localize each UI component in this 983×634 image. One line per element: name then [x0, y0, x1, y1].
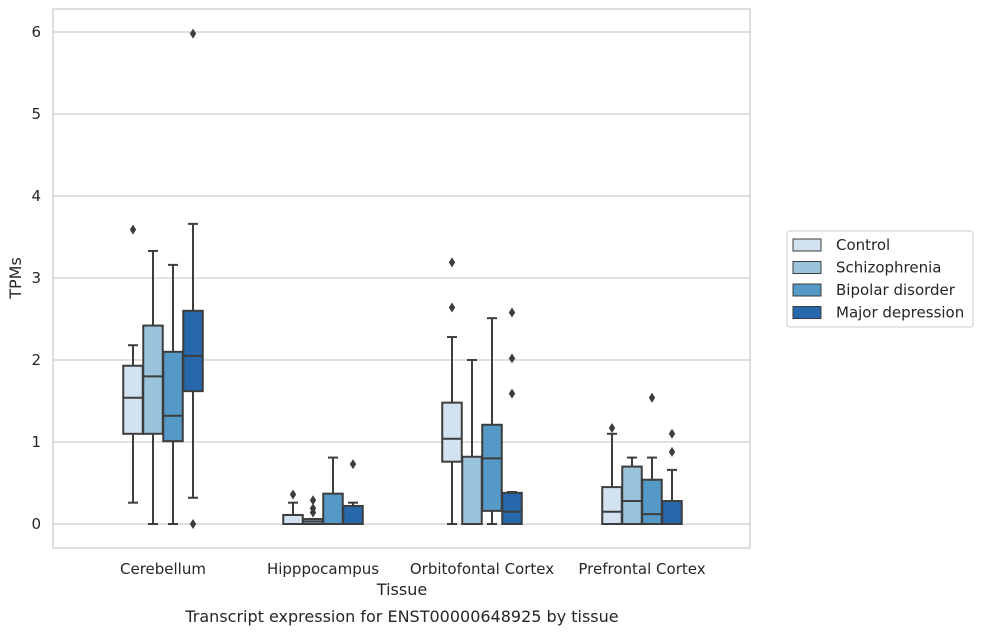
box — [441, 401, 463, 463]
legend-label: Bipolar disorder — [836, 281, 956, 299]
legend-frame — [786, 230, 974, 328]
x-tick-label: Prefrontal Cortex — [578, 560, 705, 578]
x-tick-label: Orbitofontal Cortex — [410, 560, 554, 578]
box-group — [501, 307, 523, 525]
box-group — [282, 489, 304, 525]
outlier-point — [648, 392, 656, 403]
box — [461, 455, 483, 526]
y-tick-label: 3 — [31, 269, 41, 287]
outlier-point — [309, 495, 317, 506]
box-group — [162, 263, 184, 525]
box — [641, 478, 663, 525]
box — [661, 500, 683, 526]
legend-label: Major depression — [836, 304, 964, 322]
y-tick-label: 0 — [31, 515, 41, 533]
box — [162, 350, 184, 443]
y-tick-label: 1 — [31, 433, 41, 451]
y-tick-label: 2 — [31, 351, 41, 369]
outlier-point — [289, 489, 297, 500]
outlier-point — [309, 503, 317, 514]
box — [182, 309, 204, 393]
x-tick-labels: Cerebellum Hipppocampus Orbitofontal Corte… — [120, 560, 706, 578]
x-tick-label: Cerebellum — [120, 560, 206, 578]
box — [342, 504, 364, 525]
legend-swatch — [792, 283, 822, 297]
box-group — [142, 249, 164, 525]
box-group — [621, 456, 643, 526]
box-group — [302, 495, 324, 526]
box — [282, 513, 304, 525]
box-group — [441, 257, 463, 525]
legend-label: Schizophrenia — [836, 259, 941, 277]
box-group — [661, 428, 683, 526]
box-group — [182, 28, 204, 529]
legend-label: Control — [836, 236, 890, 254]
legend-swatch — [792, 306, 822, 319]
box-group — [601, 423, 623, 526]
box-group — [481, 317, 503, 525]
y-tick-label: 4 — [31, 187, 41, 205]
outlier-point — [189, 519, 197, 529]
outlier-point — [129, 224, 137, 235]
chart-caption: Transcript expression for ENST0000064892… — [184, 607, 618, 626]
box — [621, 465, 643, 526]
box-groups — [122, 28, 683, 529]
x-axis-label: Tissue — [376, 580, 427, 599]
outlier-point — [508, 307, 516, 318]
box-group — [461, 359, 483, 526]
outlier-point — [668, 428, 676, 439]
box — [322, 492, 344, 526]
y-tick-label: 6 — [31, 23, 41, 41]
box — [122, 364, 144, 435]
legend-swatch — [792, 238, 822, 252]
box — [501, 491, 523, 525]
outlier-point — [508, 388, 516, 399]
x-tick-label: Hipppocampus — [267, 560, 379, 578]
box — [481, 423, 503, 512]
outlier-point — [349, 459, 357, 470]
y-axis-label: TPMs — [6, 257, 25, 300]
outlier-point — [448, 302, 456, 313]
box — [601, 486, 623, 526]
legend-swatch — [792, 261, 822, 274]
box — [142, 324, 164, 435]
outlier-point — [608, 423, 616, 434]
y-tick-label: 5 — [31, 105, 41, 123]
outlier-point — [508, 353, 516, 364]
box-group — [342, 459, 364, 525]
box-group — [122, 224, 144, 504]
y-tick-labels: 0 1 2 3 4 5 6 — [31, 23, 41, 533]
box-group — [641, 392, 663, 525]
outlier-point — [189, 28, 197, 39]
outlier-point — [668, 446, 676, 457]
outlier-point — [448, 257, 456, 268]
plot-frame — [52, 8, 751, 549]
legend: Control Schizophrenia Bipolar disorder Majo… — [786, 230, 974, 328]
